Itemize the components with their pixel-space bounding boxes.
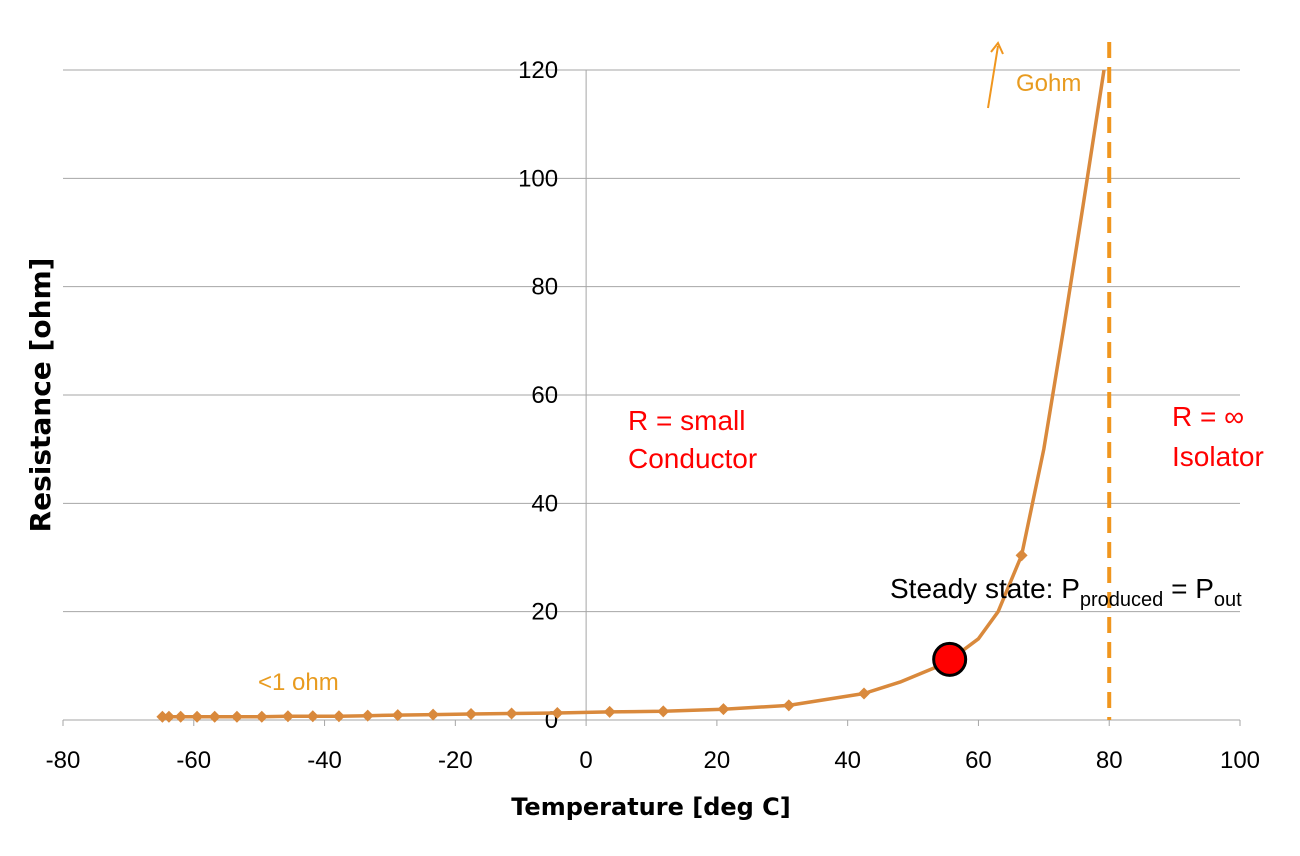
data-point-marker [858, 687, 871, 700]
steady-state-sub-produced: produced [1080, 589, 1163, 611]
data-point-marker [1015, 549, 1028, 562]
data-point-marker [191, 710, 204, 723]
annotation-steady-state: Steady state: Pproduced = Pout [890, 573, 1242, 611]
y-tick-label: 20 [531, 599, 558, 626]
annotation-r-infinite: R = ∞ [1172, 401, 1244, 432]
steady-state-point [932, 641, 968, 677]
y-tick-label: 60 [531, 382, 558, 409]
annotation-conductor: Conductor [628, 443, 757, 474]
series-layer [156, 42, 1112, 723]
annotation-less-than-1-ohm: <1 ohm [258, 669, 339, 696]
x-tick-label: -80 [46, 747, 81, 774]
data-point-marker [230, 710, 243, 723]
grid-layer [63, 69, 1240, 721]
data-point-marker [717, 703, 730, 716]
data-point-marker [361, 709, 374, 722]
data-point-marker [332, 710, 345, 723]
x-tick-label: -40 [307, 747, 342, 774]
data-point-marker [156, 710, 169, 723]
series-line [162, 69, 1106, 719]
x-tick-label: -20 [438, 747, 473, 774]
data-point-marker [465, 708, 478, 721]
data-point-marker [657, 705, 670, 718]
annotation-layer: R = small Conductor R = ∞ Isolator Gohm … [258, 41, 1264, 696]
up-arrow-icon [987, 41, 1004, 109]
y-tick-label: 40 [531, 490, 558, 517]
data-point-marker [162, 710, 175, 723]
data-point-marker [603, 705, 616, 718]
data-point-marker [281, 710, 294, 723]
data-point-marker [306, 710, 319, 723]
x-tick-label: 80 [1096, 747, 1123, 774]
annotation-isolator: Isolator [1172, 441, 1264, 472]
data-point-marker [174, 710, 187, 723]
x-tick-label: 100 [1220, 747, 1260, 774]
data-point-marker [782, 699, 795, 712]
y-axis-title: Resistance [ohm] [24, 258, 57, 533]
steady-state-sub-out: out [1214, 589, 1242, 611]
steady-state-prefix: Steady state: P [890, 573, 1080, 604]
steady-state-mid: = P [1163, 573, 1214, 604]
annotation-r-small: R = small [628, 405, 745, 436]
y-tick-label: 120 [518, 57, 558, 84]
x-axis-title: Temperature [deg C] [511, 793, 791, 821]
x-tick-label: 20 [704, 747, 731, 774]
annotation-gohm: Gohm [1016, 70, 1081, 97]
x-tick-label: 40 [834, 747, 861, 774]
x-tick-label: 60 [965, 747, 992, 774]
data-point-marker [551, 706, 564, 719]
x-tick-label: -60 [176, 747, 211, 774]
data-point-marker [208, 710, 221, 723]
y-tick-label: 100 [518, 165, 558, 192]
data-point-marker [427, 708, 440, 721]
x-tick-label: 0 [579, 747, 592, 774]
data-point-marker [391, 709, 404, 722]
y-tick-label: 80 [531, 274, 558, 301]
data-point-marker [255, 710, 268, 723]
data-point-marker [505, 707, 518, 720]
